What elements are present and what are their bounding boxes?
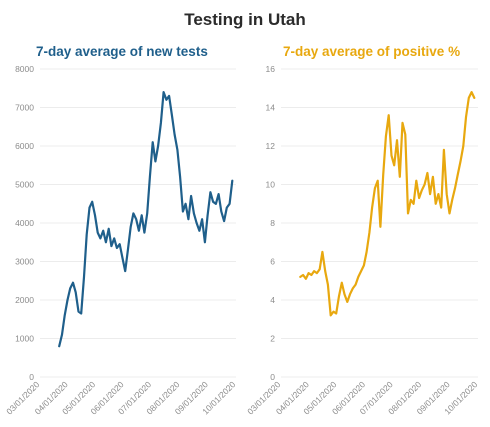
y-tick-label: 1000 xyxy=(15,334,34,344)
y-tick-label: 12 xyxy=(266,141,276,151)
y-tick-label: 4 xyxy=(270,295,275,305)
y-tick-label: 6000 xyxy=(15,141,34,151)
series-line xyxy=(299,90,476,317)
y-tick-label: 4000 xyxy=(15,218,34,228)
y-tick-label: 0 xyxy=(29,372,34,382)
chart-title-new-tests: 7-day average of new tests xyxy=(36,44,208,59)
y-tick-label: 14 xyxy=(266,103,276,113)
y-tick-label: 0 xyxy=(270,372,275,382)
y-tick-label: 2 xyxy=(270,334,275,344)
series-line xyxy=(58,90,234,348)
y-tick-label: 3000 xyxy=(15,257,34,267)
y-tick-label: 2000 xyxy=(15,295,34,305)
y-tick-label: 5000 xyxy=(15,180,34,190)
y-tick-label: 7000 xyxy=(15,103,34,113)
y-tick-label: 10 xyxy=(266,180,276,190)
y-tick-label: 8000 xyxy=(15,64,34,74)
y-tick-label: 16 xyxy=(266,64,276,74)
page-title: Testing in Utah xyxy=(184,10,306,29)
y-tick-label: 6 xyxy=(270,257,275,267)
y-tick-label: 8 xyxy=(270,218,275,228)
chart-title-positive-pct: 7-day average of positive % xyxy=(283,44,461,59)
